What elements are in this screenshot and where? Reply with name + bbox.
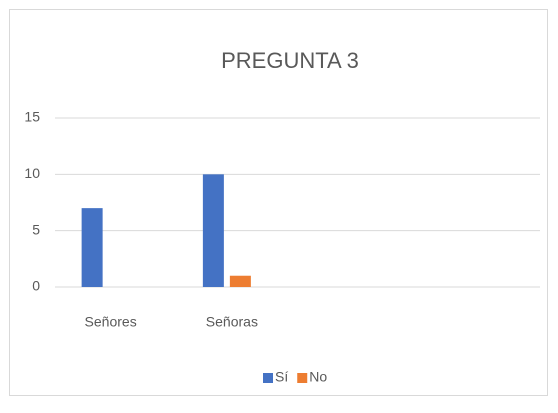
bar (229, 275, 251, 287)
legend-label: No (309, 369, 327, 385)
bar (202, 174, 224, 287)
legend-swatch (297, 373, 308, 383)
x-tick-label: Señores (85, 314, 137, 330)
legend-swatch (263, 373, 273, 383)
y-tick-label: 0 (32, 278, 40, 294)
y-tick-label: 15 (24, 109, 40, 125)
chart-frame (9, 9, 548, 396)
y-tick-label: 10 (24, 165, 40, 181)
chart-title: PREGUNTA 3 (221, 48, 359, 73)
legend-label: Sí (275, 369, 288, 385)
bar (81, 208, 103, 287)
y-tick-label: 5 (32, 221, 40, 237)
x-tick-label: Señoras (206, 314, 258, 330)
